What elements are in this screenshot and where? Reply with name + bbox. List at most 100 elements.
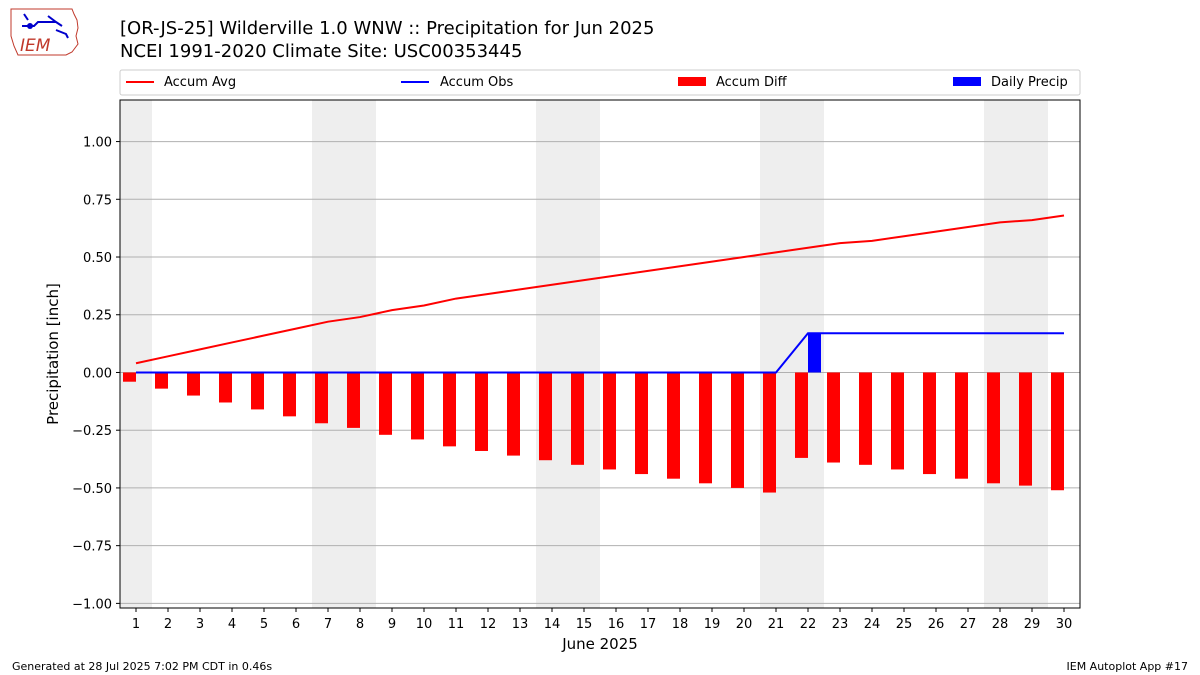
legend-obs-label: Accum Obs	[440, 75, 513, 90]
weekend-band	[344, 100, 376, 608]
x-tick-label: 19	[704, 617, 721, 632]
y-tick-label: 0.50	[83, 251, 112, 266]
x-tick-label: 4	[228, 617, 236, 632]
x-tick-label: 28	[992, 617, 1009, 632]
weekend-shading	[120, 100, 1048, 608]
y-tick-label: −1.00	[72, 597, 112, 612]
x-tick-label: 17	[640, 617, 657, 632]
accum-diff-bar	[923, 372, 936, 475]
y-tick-label: −0.25	[72, 424, 112, 439]
x-tick-label: 12	[480, 617, 497, 632]
accum-diff-bar	[667, 372, 680, 479]
accum-diff-bar	[379, 372, 392, 435]
y-axis-label: Precipitation [inch]	[44, 283, 62, 425]
legend-daily-label: Daily Precip	[991, 75, 1068, 90]
x-tick-label: 26	[928, 617, 945, 632]
accum-diff-bar	[539, 372, 552, 461]
accum-diff-bar	[475, 372, 488, 451]
accum-diff-bar	[859, 372, 872, 465]
y-tick-label: −0.75	[72, 540, 112, 555]
accum-diff-bar	[571, 372, 584, 465]
accum-diff-bar	[763, 372, 776, 493]
x-tick-label: 22	[800, 617, 817, 632]
x-tick-label: 7	[324, 617, 332, 632]
y-tick-label: 0.00	[83, 366, 112, 381]
x-tick-label: 5	[260, 617, 268, 632]
accum-diff-bar	[155, 372, 168, 389]
accum-diff-bar	[635, 372, 648, 475]
svg-text:IEM: IEM	[20, 36, 51, 56]
app-credit: IEM Autoplot App #17	[1066, 660, 1189, 673]
weekend-band	[312, 100, 344, 608]
y-tick-label: −0.50	[72, 482, 112, 497]
x-tick-label: 8	[356, 617, 364, 632]
y-tick-label: 0.75	[83, 193, 112, 208]
accum-avg-line	[135, 214, 1065, 365]
legend: Accum Avg Accum Obs Accum Diff Daily Pre…	[119, 69, 1081, 96]
x-tick-label: 29	[1024, 617, 1041, 632]
legend-avg-label: Accum Avg	[164, 75, 236, 90]
chart-title: [OR-JS-25] Wilderville 1.0 WNW :: Precip…	[120, 18, 655, 39]
accum-diff-bar	[1019, 372, 1032, 486]
legend-diff-label: Accum Diff	[716, 75, 788, 90]
accum-diff-bar	[731, 372, 744, 488]
x-tick-label: 1	[132, 617, 140, 632]
x-axis-label: June 2025	[561, 635, 638, 653]
weekend-band	[536, 100, 568, 608]
accum-diff-bar	[123, 372, 136, 382]
x-tick-label: 30	[1056, 617, 1073, 632]
accum-diff-bar	[603, 372, 616, 470]
accum-diff-bar	[955, 372, 968, 479]
accum-diff-bar	[1051, 372, 1064, 491]
x-tick-label: 18	[672, 617, 689, 632]
iowa-map-logo-icon: IEM	[10, 8, 79, 56]
plot-frame	[119, 99, 1081, 609]
lines	[135, 214, 1065, 374]
weekend-band	[120, 100, 152, 608]
weekend-band	[984, 100, 1016, 608]
accum-diff-bar	[347, 372, 360, 428]
legend-diff-swatch	[678, 77, 706, 86]
accum-diff-bar	[251, 372, 264, 410]
accum-diff-bar	[987, 372, 1000, 484]
x-tick-label: 9	[388, 617, 396, 632]
axes: 1.00 0.75 0.50 0.25 0.00 −0.25 −0.50 −0.75 −1.00…	[72, 136, 1072, 632]
accum-diff-bar	[411, 372, 424, 440]
chart-subtitle: NCEI 1991-2020 Climate Site: USC00353445	[120, 41, 523, 62]
accum-diff-bar	[699, 372, 712, 484]
legend-box	[119, 69, 1081, 96]
x-tick-label: 23	[832, 617, 849, 632]
accum-diff-bar	[187, 372, 200, 396]
accum-diff-bar	[891, 372, 904, 470]
x-tick-label: 11	[448, 617, 465, 632]
x-tick-label: 27	[960, 617, 977, 632]
x-tick-label: 15	[576, 617, 593, 632]
x-tick-label: 21	[768, 617, 785, 632]
logo: IEM	[8, 6, 80, 58]
y-tick-label: 1.00	[83, 136, 112, 151]
accum-obs-line	[136, 332, 1064, 374]
x-tick-label: 13	[512, 617, 529, 632]
accum-diff-bar	[315, 372, 328, 424]
x-tick-label: 10	[416, 617, 433, 632]
weekend-band	[760, 100, 792, 608]
generated-note: Generated at 28 Jul 2025 7:02 PM CDT in …	[12, 660, 273, 673]
accum-diff-bar	[443, 372, 456, 447]
weekend-band	[568, 100, 600, 608]
accum-diff-bar	[283, 372, 296, 417]
x-tick-label: 6	[292, 617, 300, 632]
x-tick-label: 16	[608, 617, 625, 632]
y-tick-label: 0.25	[83, 309, 112, 324]
x-tick-label: 25	[896, 617, 913, 632]
x-tick-label: 24	[864, 617, 881, 632]
accum-diff-bar	[827, 372, 840, 463]
bars	[123, 333, 1064, 493]
x-tick-label: 14	[544, 617, 561, 632]
x-tick-label: 2	[164, 617, 172, 632]
accum-diff-bar	[507, 372, 520, 456]
legend-daily-swatch	[953, 77, 981, 86]
accum-diff-bar	[795, 372, 808, 458]
daily-precip-bar	[808, 333, 821, 373]
weekend-band	[1016, 100, 1048, 608]
